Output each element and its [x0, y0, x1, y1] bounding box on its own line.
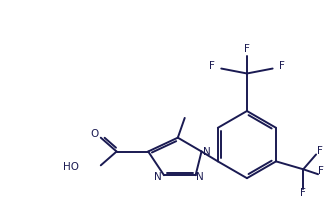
Text: O: O: [91, 129, 99, 139]
Text: F: F: [279, 60, 285, 71]
Text: N: N: [202, 146, 210, 157]
Text: F: F: [300, 188, 306, 198]
Text: F: F: [318, 166, 324, 176]
Text: F: F: [244, 44, 250, 54]
Text: F: F: [317, 146, 323, 155]
Text: N: N: [154, 172, 162, 182]
Text: HO: HO: [63, 162, 79, 172]
Text: F: F: [209, 60, 215, 71]
Text: N: N: [196, 172, 203, 182]
